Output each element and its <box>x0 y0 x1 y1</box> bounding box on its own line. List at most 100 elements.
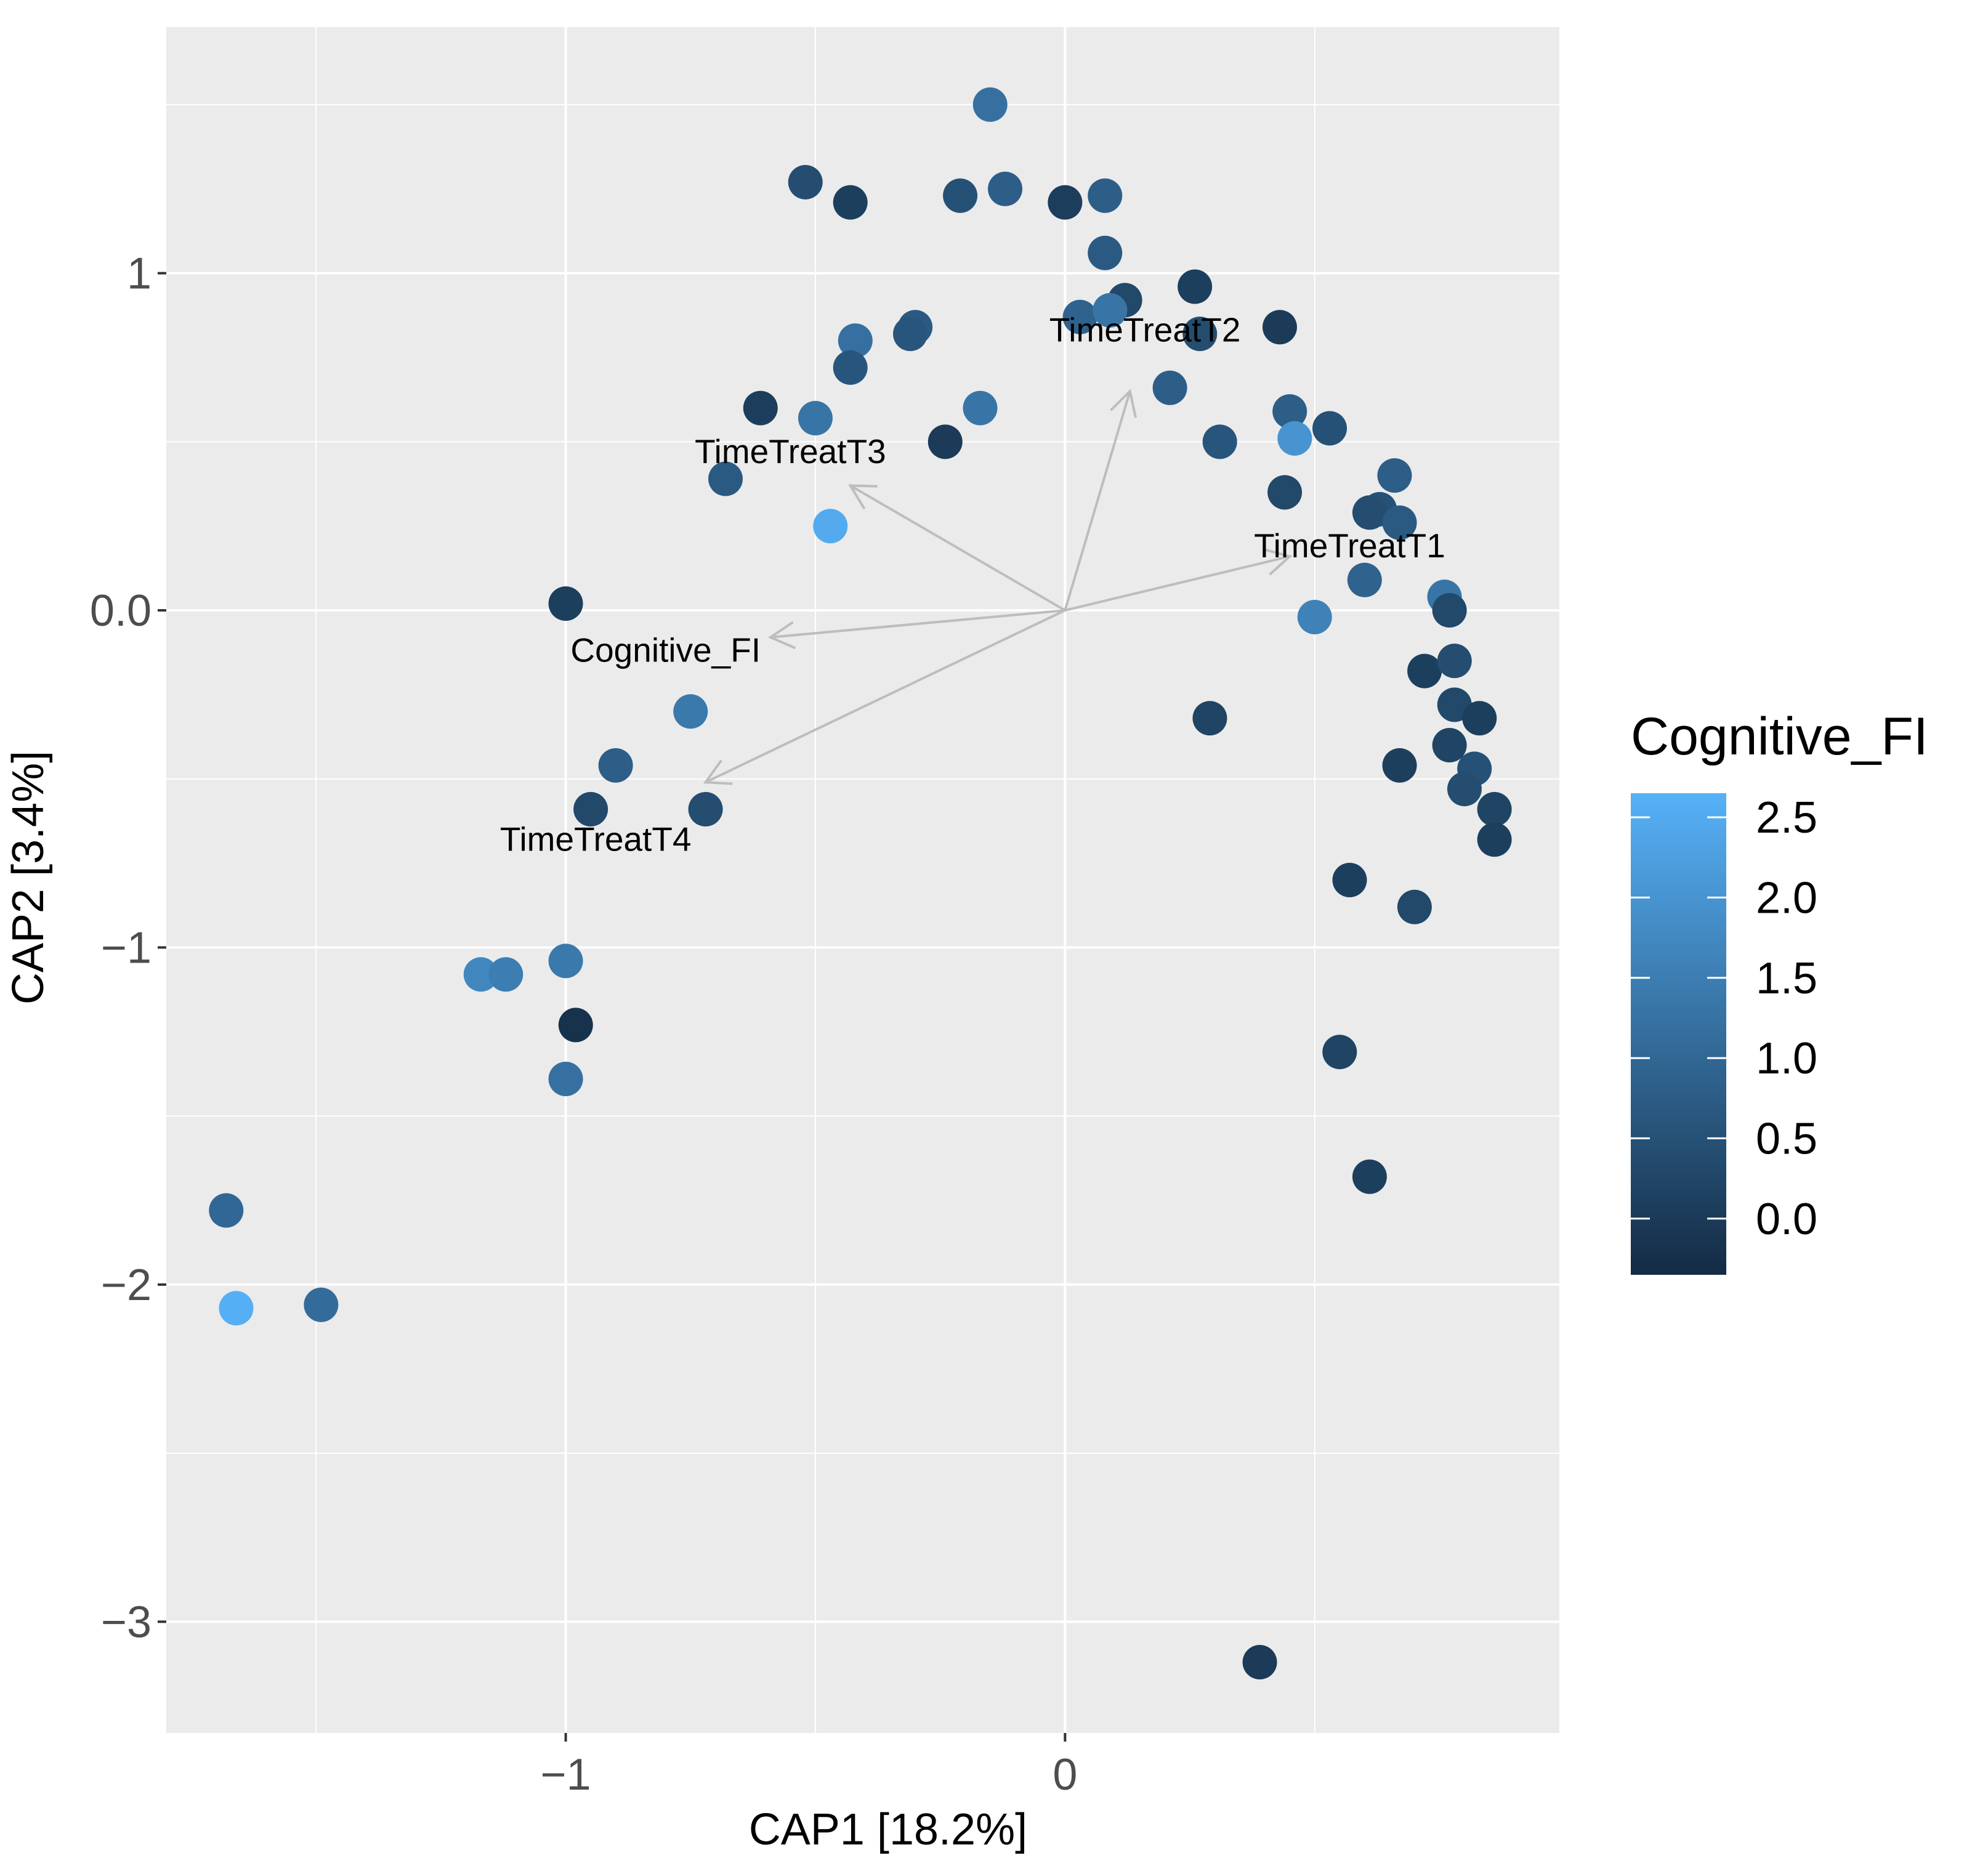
arrow-shaft <box>849 484 1066 612</box>
x-axis-ticks: −1 0 <box>541 1733 1077 1799</box>
data-point <box>1347 562 1382 597</box>
data-point <box>1192 701 1227 736</box>
colorbar-label: 1.5 <box>1756 954 1817 1003</box>
arrow-shaft <box>705 609 1066 784</box>
arrow-labels: TimeTreatT2 TimeTreatT3 TimeTreatT1 Cogniti… <box>500 311 1445 858</box>
data-point <box>943 178 978 213</box>
data-point <box>548 943 583 979</box>
data-point <box>1242 1645 1277 1680</box>
data-point <box>1088 178 1123 213</box>
data-point <box>1382 748 1417 783</box>
data-point <box>558 1008 593 1043</box>
data-point <box>1407 653 1442 689</box>
data-point <box>1262 310 1297 345</box>
y-tick-label: −2 <box>101 1261 152 1310</box>
major-gridlines <box>166 27 1559 1733</box>
data-point <box>1377 458 1412 493</box>
data-points <box>209 87 1512 1680</box>
data-point <box>598 748 633 783</box>
data-point <box>548 1061 583 1096</box>
data-point <box>1462 701 1497 736</box>
data-point <box>1397 889 1432 924</box>
data-point <box>1432 728 1467 763</box>
data-point <box>573 792 608 827</box>
y-tick-label: −1 <box>101 923 152 972</box>
colorbar-label: 2.5 <box>1756 793 1817 842</box>
data-point <box>1447 772 1482 807</box>
arrow-label: TimeTreatT1 <box>1254 527 1445 565</box>
arrow-label: Cognitive_FI <box>570 631 761 669</box>
colorbar-label: 1.0 <box>1756 1034 1817 1083</box>
arrow-head <box>767 621 796 650</box>
arrow-label: TimeTreatT2 <box>1049 311 1241 349</box>
data-point <box>463 957 498 992</box>
legend-title: Cognitive_FI <box>1631 707 1928 766</box>
data-point <box>963 390 998 426</box>
data-point <box>798 401 833 436</box>
data-point <box>1277 421 1312 456</box>
data-point <box>1182 317 1218 352</box>
arrow-head <box>848 484 878 510</box>
data-point <box>1178 269 1213 304</box>
data-point <box>788 164 823 200</box>
data-point <box>688 792 723 827</box>
data-point <box>1382 505 1417 540</box>
data-point <box>972 87 1008 122</box>
data-point <box>893 317 928 352</box>
data-point <box>1088 235 1123 270</box>
data-point <box>1202 424 1237 459</box>
biplot-arrows <box>703 389 1293 785</box>
data-point <box>304 1287 339 1322</box>
arrow-label: TimeTreatT4 <box>500 820 692 858</box>
data-point <box>488 957 523 992</box>
y-axis-title: CAP2 [3.4%] <box>4 751 53 1004</box>
data-point <box>1352 495 1387 530</box>
arrow-shaft <box>1064 555 1290 612</box>
data-point <box>1152 370 1187 405</box>
x-axis-title: CAP1 [18.2%] <box>749 1805 1027 1854</box>
colorbar-label: 0.0 <box>1756 1195 1817 1244</box>
arrow-shaft <box>770 609 1065 639</box>
y-tick-label: 0.0 <box>90 586 152 636</box>
data-point <box>1322 1035 1357 1070</box>
data-point <box>1312 411 1348 446</box>
data-point <box>743 390 778 426</box>
arrow-head <box>703 759 733 785</box>
y-axis-ticks: 1 0.0 −1 −2 −3 <box>90 249 166 1647</box>
data-point <box>833 185 868 220</box>
data-point <box>927 424 963 459</box>
colorbar-label: 0.5 <box>1756 1114 1817 1163</box>
arrow-head <box>1263 548 1293 576</box>
data-point <box>1332 863 1367 897</box>
data-point <box>813 509 848 544</box>
data-point <box>988 171 1023 206</box>
data-point <box>1432 593 1467 628</box>
data-point <box>1048 185 1083 220</box>
x-tick-label: −1 <box>541 1750 591 1799</box>
data-point <box>1297 600 1332 635</box>
data-point <box>219 1291 254 1326</box>
data-point <box>1477 822 1512 857</box>
data-point <box>838 323 873 358</box>
data-point <box>1267 475 1303 510</box>
y-tick-label: 1 <box>127 249 152 299</box>
colorbar <box>1631 793 1726 1275</box>
plot-panel <box>166 27 1559 1733</box>
data-point <box>548 586 583 621</box>
data-point <box>1093 293 1128 328</box>
arrow-shaft <box>1064 390 1131 611</box>
colorbar-ticks: 2.5 2.0 1.5 1.0 0.5 0.0 <box>1631 793 1817 1244</box>
x-tick-label: 0 <box>1053 1750 1077 1799</box>
data-point <box>673 694 708 729</box>
data-point <box>1352 1159 1387 1194</box>
data-point <box>1477 792 1512 827</box>
data-point <box>708 461 743 496</box>
data-point <box>1437 644 1472 679</box>
data-point <box>833 350 868 385</box>
color-legend: Cognitive_FI 2.5 2.0 1.5 1.0 0.5 0.0 <box>1631 707 1928 1275</box>
data-point <box>1062 299 1097 334</box>
data-point <box>1272 394 1307 429</box>
arrow-head <box>1110 389 1137 418</box>
data-point <box>209 1193 244 1228</box>
